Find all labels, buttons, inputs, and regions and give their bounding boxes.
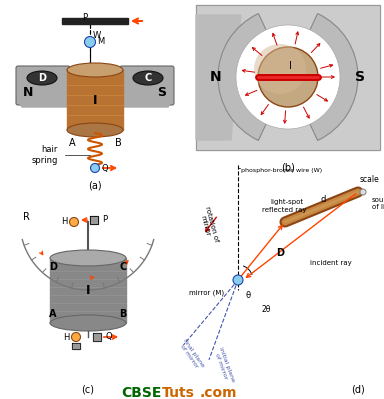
Text: Q: Q <box>102 164 109 172</box>
Text: initial plane
of mirror: initial plane of mirror <box>213 347 235 385</box>
Text: rotation of
mirror: rotation of mirror <box>197 206 219 244</box>
Ellipse shape <box>50 250 126 266</box>
Text: B: B <box>119 309 127 319</box>
Text: Tuts: Tuts <box>162 386 195 399</box>
Text: I: I <box>86 284 90 297</box>
Text: H: H <box>61 217 68 227</box>
Text: final plane
of mirror: final plane of mirror <box>177 338 205 371</box>
Wedge shape <box>218 14 268 140</box>
Polygon shape <box>50 258 126 323</box>
Text: .com: .com <box>200 386 237 399</box>
Ellipse shape <box>71 332 81 342</box>
Polygon shape <box>196 15 241 140</box>
Text: hair
spring: hair spring <box>31 145 58 165</box>
Ellipse shape <box>27 71 57 85</box>
Text: d: d <box>320 194 326 203</box>
Text: S: S <box>157 85 167 99</box>
Text: Q: Q <box>105 332 112 342</box>
Polygon shape <box>90 216 98 224</box>
Text: (c): (c) <box>81 385 94 395</box>
Polygon shape <box>18 100 172 107</box>
Text: N: N <box>210 70 222 84</box>
Text: C: C <box>119 262 127 272</box>
FancyBboxPatch shape <box>120 66 174 105</box>
Ellipse shape <box>360 189 366 195</box>
Wedge shape <box>308 14 358 140</box>
Ellipse shape <box>67 63 123 77</box>
Text: D: D <box>276 248 284 258</box>
Text: (b): (b) <box>281 162 295 172</box>
Text: N: N <box>23 85 33 99</box>
Text: H: H <box>64 332 70 342</box>
Polygon shape <box>196 5 380 150</box>
Text: D: D <box>49 262 57 272</box>
Text: θ: θ <box>245 292 251 300</box>
Polygon shape <box>62 18 128 24</box>
Text: D: D <box>38 73 46 83</box>
Polygon shape <box>72 343 80 349</box>
Text: (d): (d) <box>351 385 365 395</box>
Text: W: W <box>93 31 101 40</box>
Text: mirror (M): mirror (M) <box>189 290 224 296</box>
Text: I: I <box>288 61 291 71</box>
Ellipse shape <box>233 275 243 285</box>
Ellipse shape <box>67 123 123 137</box>
Text: incident ray: incident ray <box>310 260 352 266</box>
Text: phosphor-bronze wire (W): phosphor-bronze wire (W) <box>241 168 322 173</box>
Ellipse shape <box>70 217 78 227</box>
Polygon shape <box>67 70 123 130</box>
Text: R: R <box>23 212 30 222</box>
Ellipse shape <box>254 44 306 94</box>
Ellipse shape <box>258 47 318 107</box>
Text: B: B <box>115 138 121 148</box>
Text: I: I <box>93 93 97 107</box>
Ellipse shape <box>133 71 163 85</box>
Ellipse shape <box>50 315 126 331</box>
Text: P: P <box>102 215 107 225</box>
Text: A: A <box>49 309 57 319</box>
Ellipse shape <box>91 164 99 172</box>
Text: CBSE: CBSE <box>122 386 162 399</box>
Text: P: P <box>82 13 87 22</box>
Text: 2θ: 2θ <box>262 306 271 314</box>
Text: A: A <box>69 138 75 148</box>
Polygon shape <box>93 333 101 341</box>
Text: scale: scale <box>360 175 380 184</box>
Text: reflected ray: reflected ray <box>262 207 306 213</box>
FancyBboxPatch shape <box>16 66 70 105</box>
Text: source
of light: source of light <box>372 197 384 210</box>
Text: (a): (a) <box>88 181 102 191</box>
Polygon shape <box>18 68 172 75</box>
Text: light-spot: light-spot <box>270 199 303 205</box>
Text: C: C <box>144 73 152 83</box>
Text: M: M <box>97 38 104 47</box>
Text: S: S <box>355 70 365 84</box>
Ellipse shape <box>236 25 340 129</box>
Ellipse shape <box>84 36 96 47</box>
